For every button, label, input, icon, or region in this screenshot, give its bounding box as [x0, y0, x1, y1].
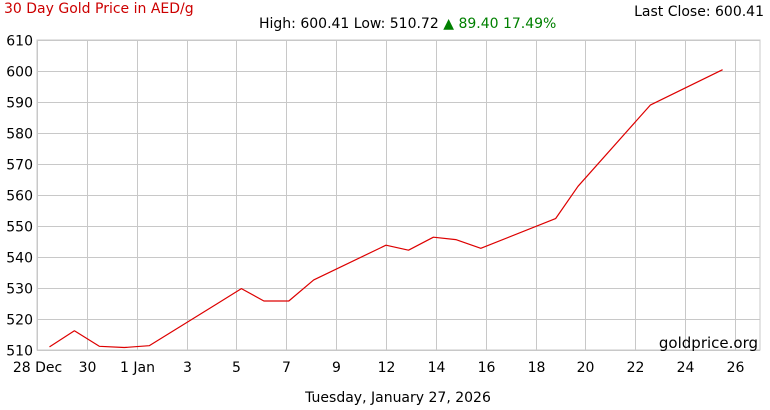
data-point	[98, 345, 101, 348]
data-point	[312, 278, 315, 281]
series-layer	[48, 68, 724, 349]
x-tick-label: 3	[183, 360, 192, 376]
y-tick-label: 570	[6, 158, 33, 174]
data-point	[215, 303, 218, 306]
chart-title: 30 Day Gold Price in AED/g	[4, 1, 194, 17]
y-tick-label: 580	[6, 127, 33, 143]
data-point	[577, 185, 580, 188]
x-tick-label: 24	[677, 360, 695, 376]
data-point	[240, 287, 243, 290]
data-point	[407, 249, 410, 252]
data-point	[123, 346, 126, 349]
x-tick-label: 5	[232, 360, 241, 376]
x-tick-label: 12	[378, 360, 396, 376]
data-point	[287, 300, 290, 303]
x-tick-label: 22	[627, 360, 645, 376]
x-tick-label: 14	[428, 360, 446, 376]
y-tick-label: 550	[6, 220, 33, 236]
data-point	[385, 244, 388, 247]
y-tick-label: 530	[6, 282, 33, 298]
x-axis-ticks: 28 Dec 30 1 Jan 3 5 7 9 12 14 16 18 20 22 24 26	[13, 360, 745, 376]
series-line	[49, 69, 723, 349]
data-point	[48, 345, 51, 348]
change-up-arrow-icon: ▲	[443, 16, 454, 32]
y-tick-label: 520	[6, 313, 33, 329]
y-tick-label: 510	[6, 344, 33, 360]
data-point	[649, 104, 652, 107]
data-point	[554, 217, 557, 220]
high-low-label: High: 600.41 Low: 510.72	[259, 16, 439, 32]
data-point	[73, 329, 76, 332]
x-tick-label: 20	[577, 360, 595, 376]
x-tick-label: 30	[79, 360, 97, 376]
x-tick-label: 16	[478, 360, 496, 376]
x-tick-label: 28 Dec	[13, 360, 62, 376]
price-stats: High: 600.41 Low: 510.72 ▲ 89.40 17.49%	[259, 16, 556, 32]
footer-date: Tuesday, January 27, 2026	[305, 390, 491, 406]
y-tick-label: 540	[6, 251, 33, 267]
x-tick-label: 9	[332, 360, 341, 376]
data-point	[432, 236, 435, 239]
x-tick-label: 7	[282, 360, 291, 376]
last-close-label: Last Close: 600.41	[634, 4, 764, 20]
y-tick-label: 560	[6, 189, 33, 205]
x-tick-label: 1 Jan	[120, 360, 155, 376]
change-label: 89.40 17.49%	[458, 16, 557, 32]
data-point	[479, 247, 482, 250]
y-tick-label: 610	[6, 34, 33, 50]
data-point	[721, 68, 724, 71]
data-point	[454, 238, 457, 241]
data-point	[262, 300, 265, 303]
y-tick-label: 590	[6, 96, 33, 112]
x-tick-label: 18	[528, 360, 546, 376]
data-point	[148, 344, 151, 347]
grid	[36, 39, 761, 351]
y-tick-label: 600	[6, 65, 33, 81]
watermark-label: goldprice.org	[659, 334, 758, 352]
y-axis-ticks: 510 520 530 540 550 560 570 580 590 600 610	[6, 34, 33, 360]
x-tick-label: 26	[727, 360, 745, 376]
